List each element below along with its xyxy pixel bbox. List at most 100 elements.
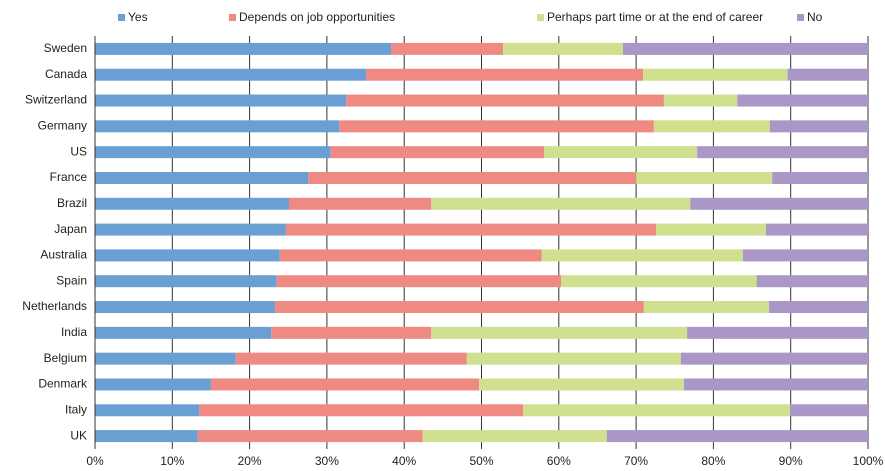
bar-segment — [95, 249, 280, 262]
bar-segment — [391, 42, 504, 55]
y-tick-label: Japan — [54, 222, 87, 236]
bar-segment — [772, 171, 868, 184]
bar-segment — [541, 249, 743, 262]
bar-segment — [422, 430, 607, 443]
x-tick-label: 60% — [547, 454, 571, 468]
y-tick-label: Germany — [38, 119, 87, 133]
bar-segment — [643, 68, 788, 81]
x-tick-label: 70% — [624, 454, 648, 468]
bar-segment — [697, 146, 868, 159]
x-tick-label: 10% — [160, 454, 184, 468]
bar-segment — [95, 430, 198, 443]
bar-segment — [275, 301, 644, 314]
bar-segment — [95, 68, 367, 81]
y-tick-label: US — [70, 144, 87, 158]
y-tick-label: Denmark — [38, 377, 88, 391]
bar-segment — [756, 275, 868, 288]
bar-segment — [339, 120, 654, 133]
bar-segment — [197, 430, 423, 443]
bar-segment — [643, 301, 770, 314]
legend-label: Depends on job opportunities — [239, 10, 395, 24]
bar-segment — [656, 223, 766, 236]
bar-segment — [523, 404, 790, 417]
legend-label: Yes — [128, 10, 148, 24]
bar-segment — [271, 326, 432, 339]
bar-segment — [95, 42, 392, 55]
bar-segment — [503, 42, 623, 55]
bar-segment — [95, 171, 309, 184]
x-tick-label: 80% — [701, 454, 725, 468]
x-tick-label: 50% — [469, 454, 493, 468]
bar-segment — [479, 378, 685, 391]
bar-segment — [279, 249, 542, 262]
y-tick-label: Sweden — [44, 41, 87, 55]
bar-segment — [210, 378, 480, 391]
bar-segment — [199, 404, 524, 417]
x-tick-label: 40% — [392, 454, 416, 468]
bar-segment — [330, 146, 545, 159]
y-tick-label: Canada — [45, 67, 87, 81]
bar-segment — [431, 197, 691, 210]
y-tick-label: UK — [70, 428, 87, 442]
y-tick-label: France — [50, 170, 88, 184]
bar-segment — [742, 249, 868, 262]
bar-segment — [289, 197, 432, 210]
bar-segment — [787, 68, 868, 81]
x-tick-label: 0% — [86, 454, 104, 468]
bar-segment — [366, 68, 644, 81]
bar-segment — [561, 275, 757, 288]
bar-segment — [285, 223, 657, 236]
y-tick-label: India — [61, 325, 87, 339]
bar-segment — [466, 352, 681, 365]
y-tick-label: Belgium — [44, 351, 87, 365]
bar-segment — [663, 94, 738, 107]
legend-swatch — [537, 14, 544, 21]
x-tick-label: 100% — [853, 454, 884, 468]
bar-segment — [95, 120, 340, 133]
bar-segment — [95, 197, 290, 210]
bar-segment — [636, 171, 773, 184]
bar-segment — [235, 352, 467, 365]
bar-segment — [737, 94, 868, 107]
bar-segment — [95, 146, 331, 159]
legend-swatch — [229, 14, 236, 21]
legend-label: Perhaps part time or at the end of caree… — [547, 10, 763, 24]
x-tick-label: 20% — [238, 454, 262, 468]
y-tick-label: Italy — [65, 402, 87, 416]
y-tick-label: Netherlands — [22, 299, 87, 313]
y-tick-label: Australia — [40, 248, 87, 262]
bar-segment — [653, 120, 770, 133]
bar-segment — [544, 146, 698, 159]
bar-segment — [95, 352, 236, 365]
legend-label: No — [807, 10, 823, 24]
bar-segment — [95, 275, 277, 288]
x-tick-label: 90% — [779, 454, 803, 468]
bar-segment — [687, 326, 868, 339]
legend-swatch — [118, 14, 125, 21]
bar-segment — [769, 301, 868, 314]
bar-segment — [95, 301, 276, 314]
bar-segment — [308, 171, 637, 184]
y-tick-label: Switzerland — [25, 93, 87, 107]
bar-segment — [765, 223, 868, 236]
bar-segment — [95, 223, 286, 236]
bar-segment — [95, 94, 347, 107]
bar-segment — [622, 42, 868, 55]
bar-segment — [346, 94, 664, 107]
bar-segment — [95, 326, 272, 339]
bar-segment — [95, 404, 200, 417]
y-tick-label: Brazil — [57, 196, 87, 210]
bar-segment — [95, 378, 211, 391]
bar-segment — [789, 404, 868, 417]
legend-swatch — [797, 14, 804, 21]
bar-segment — [606, 430, 868, 443]
x-tick-label: 30% — [315, 454, 339, 468]
bar-segment — [431, 326, 688, 339]
y-tick-label: Spain — [56, 273, 87, 287]
bar-segment — [690, 197, 868, 210]
bar-segment — [769, 120, 868, 133]
bar-segment — [680, 352, 868, 365]
bar-segment — [276, 275, 562, 288]
bar-segment — [684, 378, 868, 391]
